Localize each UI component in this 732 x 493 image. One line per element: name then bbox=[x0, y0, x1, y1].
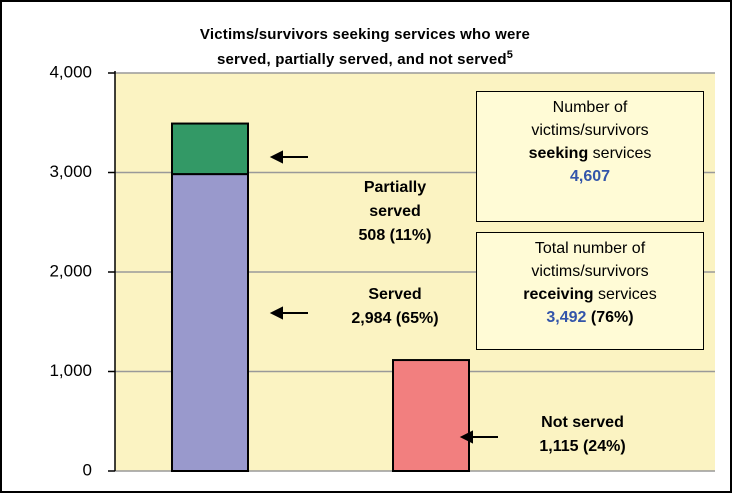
annotation-line: Number of bbox=[552, 99, 628, 116]
annotation-text: services bbox=[592, 145, 652, 162]
arrow-head bbox=[459, 430, 473, 444]
arrow-head bbox=[269, 306, 283, 320]
series-label: Partially served 508 (11%) bbox=[340, 176, 450, 248]
y-tick-label: 1,000 bbox=[49, 361, 92, 380]
bar-segment bbox=[392, 359, 470, 472]
series-name: Not served bbox=[541, 414, 624, 431]
title-line: Victims/survivors seeking services who w… bbox=[199, 26, 531, 43]
annotation-note: (76%) bbox=[590, 309, 634, 326]
annotation-figure: 4,607 bbox=[569, 168, 611, 185]
annotation-line: victims/survivors bbox=[531, 263, 649, 280]
y-tick-label: 0 bbox=[83, 460, 92, 479]
annotation-line: Total number of bbox=[534, 240, 646, 257]
bars bbox=[171, 122, 470, 472]
arrow-head bbox=[269, 150, 283, 164]
chart-title: Victims/survivors seeking services who w… bbox=[100, 24, 630, 70]
annotation-emphasis: receiving bbox=[523, 286, 594, 303]
annotation-line: receiving services bbox=[477, 283, 703, 306]
y-tick-label: 3,000 bbox=[49, 162, 92, 181]
annotation-line: seeking services bbox=[477, 142, 703, 165]
annotation-emphasis: seeking bbox=[528, 145, 589, 162]
y-tick-label: 4,000 bbox=[49, 62, 92, 81]
bar-segment bbox=[171, 173, 249, 472]
title-note: 5 bbox=[506, 49, 514, 61]
series-label: Not served 1,115 (24%) bbox=[515, 411, 650, 459]
annotation-figure: 3,492 bbox=[546, 309, 587, 326]
annotation-box: Total number of victims/survivors receiv… bbox=[476, 232, 704, 350]
value-label: 2,984 (65%) bbox=[351, 310, 439, 327]
title-line: served, partially served, and not served bbox=[216, 51, 507, 68]
series-name: Partially served bbox=[363, 179, 427, 220]
series-label: Served 2,984 (65%) bbox=[330, 283, 460, 331]
bar-segment bbox=[171, 122, 249, 176]
value-label: 508 (11%) bbox=[358, 227, 432, 244]
title-line: served, partially served, and not served… bbox=[100, 45, 630, 70]
annotation-box: Number of victims/survivors seeking serv… bbox=[476, 91, 704, 222]
annotation-line: 3,492 (76%) bbox=[477, 306, 703, 329]
value-label: 1,115 (24%) bbox=[539, 438, 626, 455]
series-name: Served bbox=[368, 286, 422, 303]
annotation-line: victims/survivors bbox=[531, 122, 649, 139]
annotation-text: services bbox=[598, 286, 657, 303]
y-tick-label: 2,000 bbox=[49, 261, 92, 280]
arrows bbox=[269, 150, 498, 444]
